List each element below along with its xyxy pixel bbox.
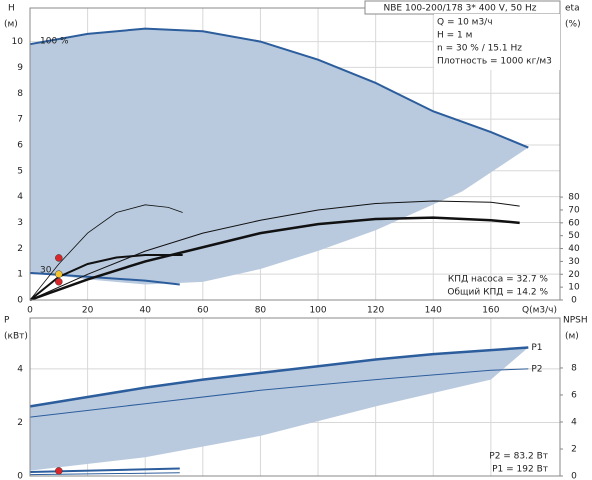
y2-tick-label: 50 [568,231,580,241]
x-tick-label: 20 [82,306,94,316]
y-tick-label: 4 [17,192,23,202]
curve [29,216,520,302]
y-label: H [8,4,15,14]
header: NBE 100-200/178 3* 400 V, 50 Hz [384,4,537,14]
annotation: P2 = 83.2 Вт [489,452,548,462]
info-line: Плотность = 1000 кг/м3 [437,57,552,67]
y2-tick-label: 30 [568,257,580,267]
y2-label: eta [565,4,580,14]
y2-tick-label: 0 [571,296,577,306]
y-tick-label: 0 [17,296,23,306]
y-tick-label: 2 [17,244,23,254]
y2-tick-label: 40 [568,244,580,254]
x-label: Q(м3/ч) [522,306,557,316]
curve [29,368,529,418]
curve [29,346,529,408]
x-tick-label: 80 [255,306,267,316]
y2-tick-label: 80 [568,193,580,203]
y-tick-label: 5 [17,166,23,176]
y2-tick-label: 2 [571,444,577,454]
curve [29,472,180,476]
x-tick-label: 40 [139,306,151,316]
duty-point [55,254,63,262]
info-line: Q = 10 м3/ч [437,18,493,28]
y-tick-label: 9 [17,63,23,73]
y-tick-label: 1 [17,270,23,280]
curve [29,27,529,149]
y2-tick-label: 70 [568,205,580,215]
y-tick-label: 0 [17,472,23,480]
annotation: P1 = 192 Вт [492,465,548,475]
x-tick-label: 0 [27,306,33,316]
y-tick-label: 2 [17,418,23,428]
y-unit: (м) [4,20,18,30]
y-tick-label: 3 [17,218,23,228]
duty-point [55,277,63,286]
y-tick-label: 10 [12,37,24,47]
y2-tick-label: 20 [568,270,580,280]
y2-tick-label: 4 [571,417,577,427]
y2-tick-label: 10 [568,283,580,293]
y-tick-label: 6 [17,140,23,150]
y2-tick-label: 0 [571,472,577,480]
operating-area [30,347,529,471]
info-line: n = 30 % / 15.1 Hz [437,44,522,54]
annotation: КПД насоса = 32.7 % [448,275,549,285]
plot-frame [29,317,561,477]
duty-point [55,467,63,475]
y-tick-label: 4 [17,364,23,374]
y-tick-label: 8 [17,89,23,99]
y2-tick-label: 60 [568,218,580,228]
curve [29,204,183,301]
plot-frame [29,7,561,301]
operating-area [30,28,529,285]
chart-panel: 0 20 40 60 80 100 120 140 1600123456789100102030… [12,0,580,316]
duty-point [55,270,63,278]
x-tick-label: 100 [309,306,326,316]
series-label: P1 [531,343,542,353]
y-unit: (кВт) [4,332,28,342]
annotation: 100 % [40,37,69,47]
y2-tick-label: 6 [571,390,577,400]
annotation: Общий КПД = 14.2 % [447,288,548,298]
y-label: P [4,316,10,326]
curve [29,467,180,473]
curve [29,200,520,301]
y2-unit: (%) [565,20,581,30]
info-line: H = 1 м [437,31,472,41]
x-tick-label: 160 [482,306,499,316]
top-labels: H (м) eta (%) Q(м3/ч) 100 % 30 КПД насос… [4,4,588,475]
x-tick-label: 140 [425,306,442,316]
y-tick-label: 7 [17,115,23,125]
y2-tick-label: 8 [571,363,577,373]
y2-unit: (м) [565,332,579,342]
series-label: P2 [531,364,542,374]
curve [29,253,183,301]
annotation: 30 [40,266,52,276]
chart-panel: 0 2 4 0 2 4 6 8 P1 P2 [17,317,577,480]
x-tick-label: 60 [197,306,209,316]
y2-label: NPSH [563,316,588,326]
x-tick-label: 120 [367,306,384,316]
info-box [434,14,560,70]
